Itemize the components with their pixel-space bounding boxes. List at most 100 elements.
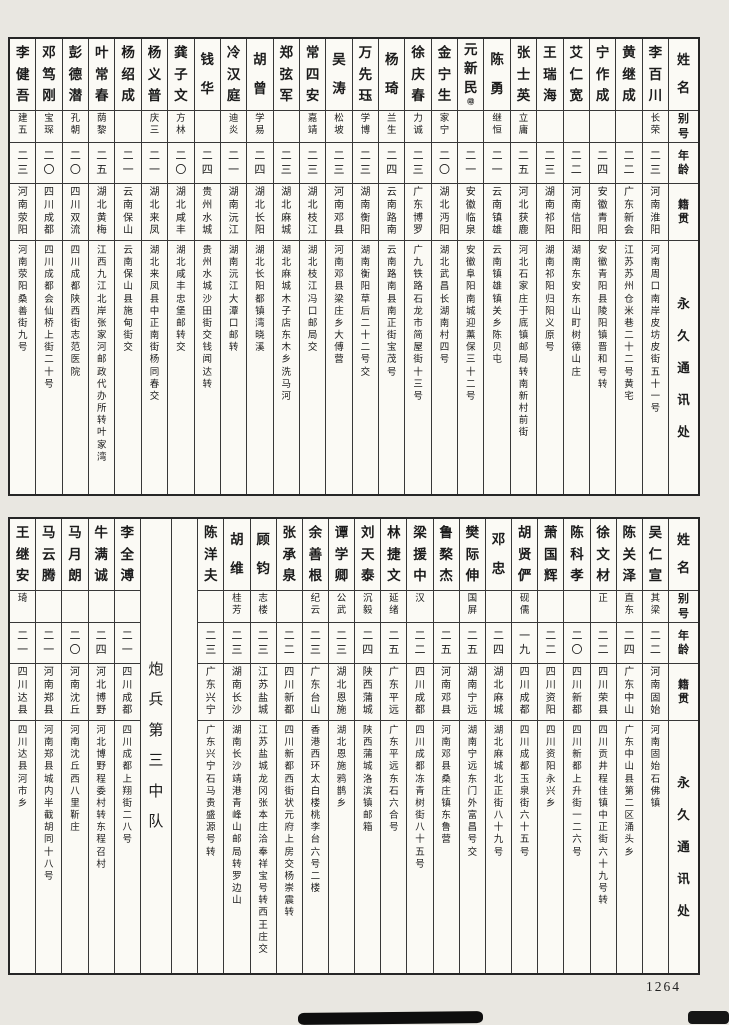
person-native-place: 河南郑县 [36, 663, 62, 720]
unit-designation-column: 炮兵第三中队 [139, 519, 171, 973]
person-address: 广东中山县第二区涌头乡 [616, 720, 642, 973]
person-name: 冷汉庭 [226, 45, 241, 104]
person-name: 萧国辉 [544, 525, 558, 584]
person-name: 黄继成 [622, 45, 636, 104]
person-native-place: 湖北沔阳 [431, 183, 458, 240]
person-native-place: 河南邓县 [433, 663, 459, 720]
person-alias [62, 590, 88, 622]
header-permanent-address: 永久通讯处 [669, 240, 698, 494]
person-address: 陕西蒲城洛滨镇邮箱 [355, 720, 381, 973]
person-address: 湖南长沙靖港青峰山邮局转罗边山 [224, 720, 250, 973]
person-name: 王瑞海 [543, 45, 557, 104]
person-address: 云南保山县施甸街交 [115, 240, 141, 494]
header-native-place: 籍贯 [669, 663, 698, 720]
person-native-place: 贵州水城 [194, 183, 220, 240]
person-native-place: 四川达县 [10, 663, 36, 720]
roster-column: 冷汉庭迪炎二一湖南沅江湖南沅江大潭口邮转 [219, 39, 247, 494]
person-address: 广东兴宁石马贵盛源号转 [198, 720, 224, 973]
person-native-place: 广东兴宁 [198, 663, 224, 720]
person-name: 徐庆春 [411, 45, 425, 104]
person-native-place: 湖北麻城 [485, 663, 512, 720]
roster-column: 艾仁宽二二河南信阳湖南东安东山町树德山庄 [562, 39, 589, 494]
header-age: 年龄 [669, 622, 698, 663]
person-address: 四川成都陕西街志范医院 [62, 240, 89, 494]
person-name: 万先珏 [358, 45, 373, 104]
person-age: 二三 [299, 142, 326, 183]
person-age: 二一 [10, 622, 36, 663]
roster-column: 郑弦军二三湖北麻城湖北麻城木子店东木乡洗马河 [272, 39, 299, 494]
person-alias: 宝琛 [36, 110, 62, 142]
person-address: 四川新都西街状元府上房交杨崇震转 [276, 720, 302, 973]
person-address: 河南固始石佛镇 [642, 720, 668, 973]
person-age: 二〇 [431, 142, 458, 183]
person-name: 鲁楘杰 [439, 525, 453, 584]
roster-column: 梁援中汉二二四川成都四川成都冻青树街八十五号 [406, 519, 433, 973]
person-alias [589, 110, 616, 142]
person-address: 四川成都上翔街二八号 [114, 720, 140, 973]
person-alias: 家宁 [431, 110, 458, 142]
person-age: 二一 [114, 622, 140, 663]
person-age: 二四 [247, 142, 273, 183]
person-address: 贵州水城沙田街交钱闻达转 [194, 240, 220, 494]
person-alias: 延绪 [381, 590, 407, 622]
roster-column: 吴仁宣其梁二二河南固始河南固始石佛镇 [641, 519, 668, 973]
roster-column: 胡曾学易二四湖北长阳湖北长阳都镇湾晓溪 [246, 39, 273, 494]
person-alias [616, 110, 642, 142]
person-alias: 正 [590, 590, 616, 622]
person-age: 二四 [589, 142, 616, 183]
person-native-place: 湖南祁阳 [537, 183, 563, 240]
person-address: 湖南沅江大潭口邮转 [220, 240, 247, 494]
person-native-place: 广东中山 [616, 663, 642, 720]
person-address: 河南郑县城内半截胡同十八号 [36, 720, 62, 973]
roster-column: 元新民㊞二一安徽临泉安徽阜阳南城迎薰保三十二号 [457, 39, 484, 494]
roster-column: 余善根纪云二三广东台山香港西环太白楼桃李台六号二楼 [301, 519, 328, 973]
person-address: 江苏苏州仓米巷二十二号黄宅 [616, 240, 642, 494]
person-age: 二二 [276, 622, 302, 663]
person-name: 杨琦 [384, 52, 399, 97]
roster-column: 李全溥二一四川成都四川成都上翔街二八号 [113, 519, 140, 973]
person-native-place: 湖北恩施 [328, 663, 355, 720]
person-age: 二〇 [36, 142, 62, 183]
person-address: 湖南宁远东门外富昌号交 [459, 720, 485, 973]
person-native-place: 安徽临泉 [458, 183, 484, 240]
person-alias: 建五 [10, 110, 36, 142]
roster-column: 杨义普庆三二一湖北来凤湖北来凤县中正南街杨同春交 [140, 39, 168, 494]
person-age: 二五 [459, 622, 485, 663]
person-address: 湖北麻城北正街八十九号 [485, 720, 512, 973]
person-age: 一九 [512, 622, 538, 663]
roster-column: 徐庆春力诚二三广东博罗广九铁路石龙市简屋街十三号 [404, 39, 431, 494]
person-age: 二四 [355, 622, 381, 663]
person-age: 二一 [115, 142, 141, 183]
person-name: 陈洋夫 [204, 525, 218, 584]
roster-column: 彭德潜孔朝二〇四川双流四川成都陕西街志范医院 [61, 39, 89, 494]
roster-column: 钱华二四贵州水城贵州水城沙田街交钱闻达转 [193, 39, 220, 494]
person-name: 李百川 [648, 45, 663, 104]
roster-column: 吴涛松坡二三河南邓县河南邓县梁庄乡大傅营 [325, 39, 352, 494]
person-alias [115, 110, 141, 142]
unit-designation-label: 炮兵第三中队 [148, 661, 164, 831]
person-name: 宁作成 [595, 45, 610, 104]
person-name: 胡维 [230, 532, 244, 577]
person-native-place: 湖北枝江 [299, 183, 326, 240]
person-alias: 桂芳 [224, 590, 250, 622]
person-name: 陈科孝 [570, 525, 584, 584]
person-address: 安徽青阳县陵阳镇晋和号转 [589, 240, 616, 494]
person-address: 四川成都会仙桥上街二十号 [36, 240, 62, 494]
person-name: 梁援中 [413, 525, 427, 584]
person-alias [433, 590, 459, 622]
person-age: 二一 [220, 142, 247, 183]
person-address: 湖北长阳都镇湾晓溪 [247, 240, 273, 494]
person-alias [114, 590, 140, 622]
roster-column: 马云腾二一河南郑县河南郑县城内半截胡同十八号 [35, 519, 62, 973]
person-address: 江西九江北岸张家河邮政代办所转叶家湾 [89, 240, 115, 494]
person-address: 湖北麻城木子店东木乡洗马河 [273, 240, 299, 494]
blank-column [171, 519, 197, 973]
roster-column: 陈洋夫二三广东兴宁广东兴宁石马贵盛源号转 [197, 519, 224, 973]
person-name: 李健吾 [15, 45, 30, 104]
person-alias: 国屏 [459, 590, 485, 622]
person-address: 湖北来凤县中正南街杨同春交 [141, 240, 168, 494]
person-age: 二〇 [62, 622, 88, 663]
person-address: 湖南衡阳草后二十二号交 [352, 240, 379, 494]
person-age: 二三 [352, 142, 379, 183]
person-name: 邓笃刚 [42, 45, 56, 104]
